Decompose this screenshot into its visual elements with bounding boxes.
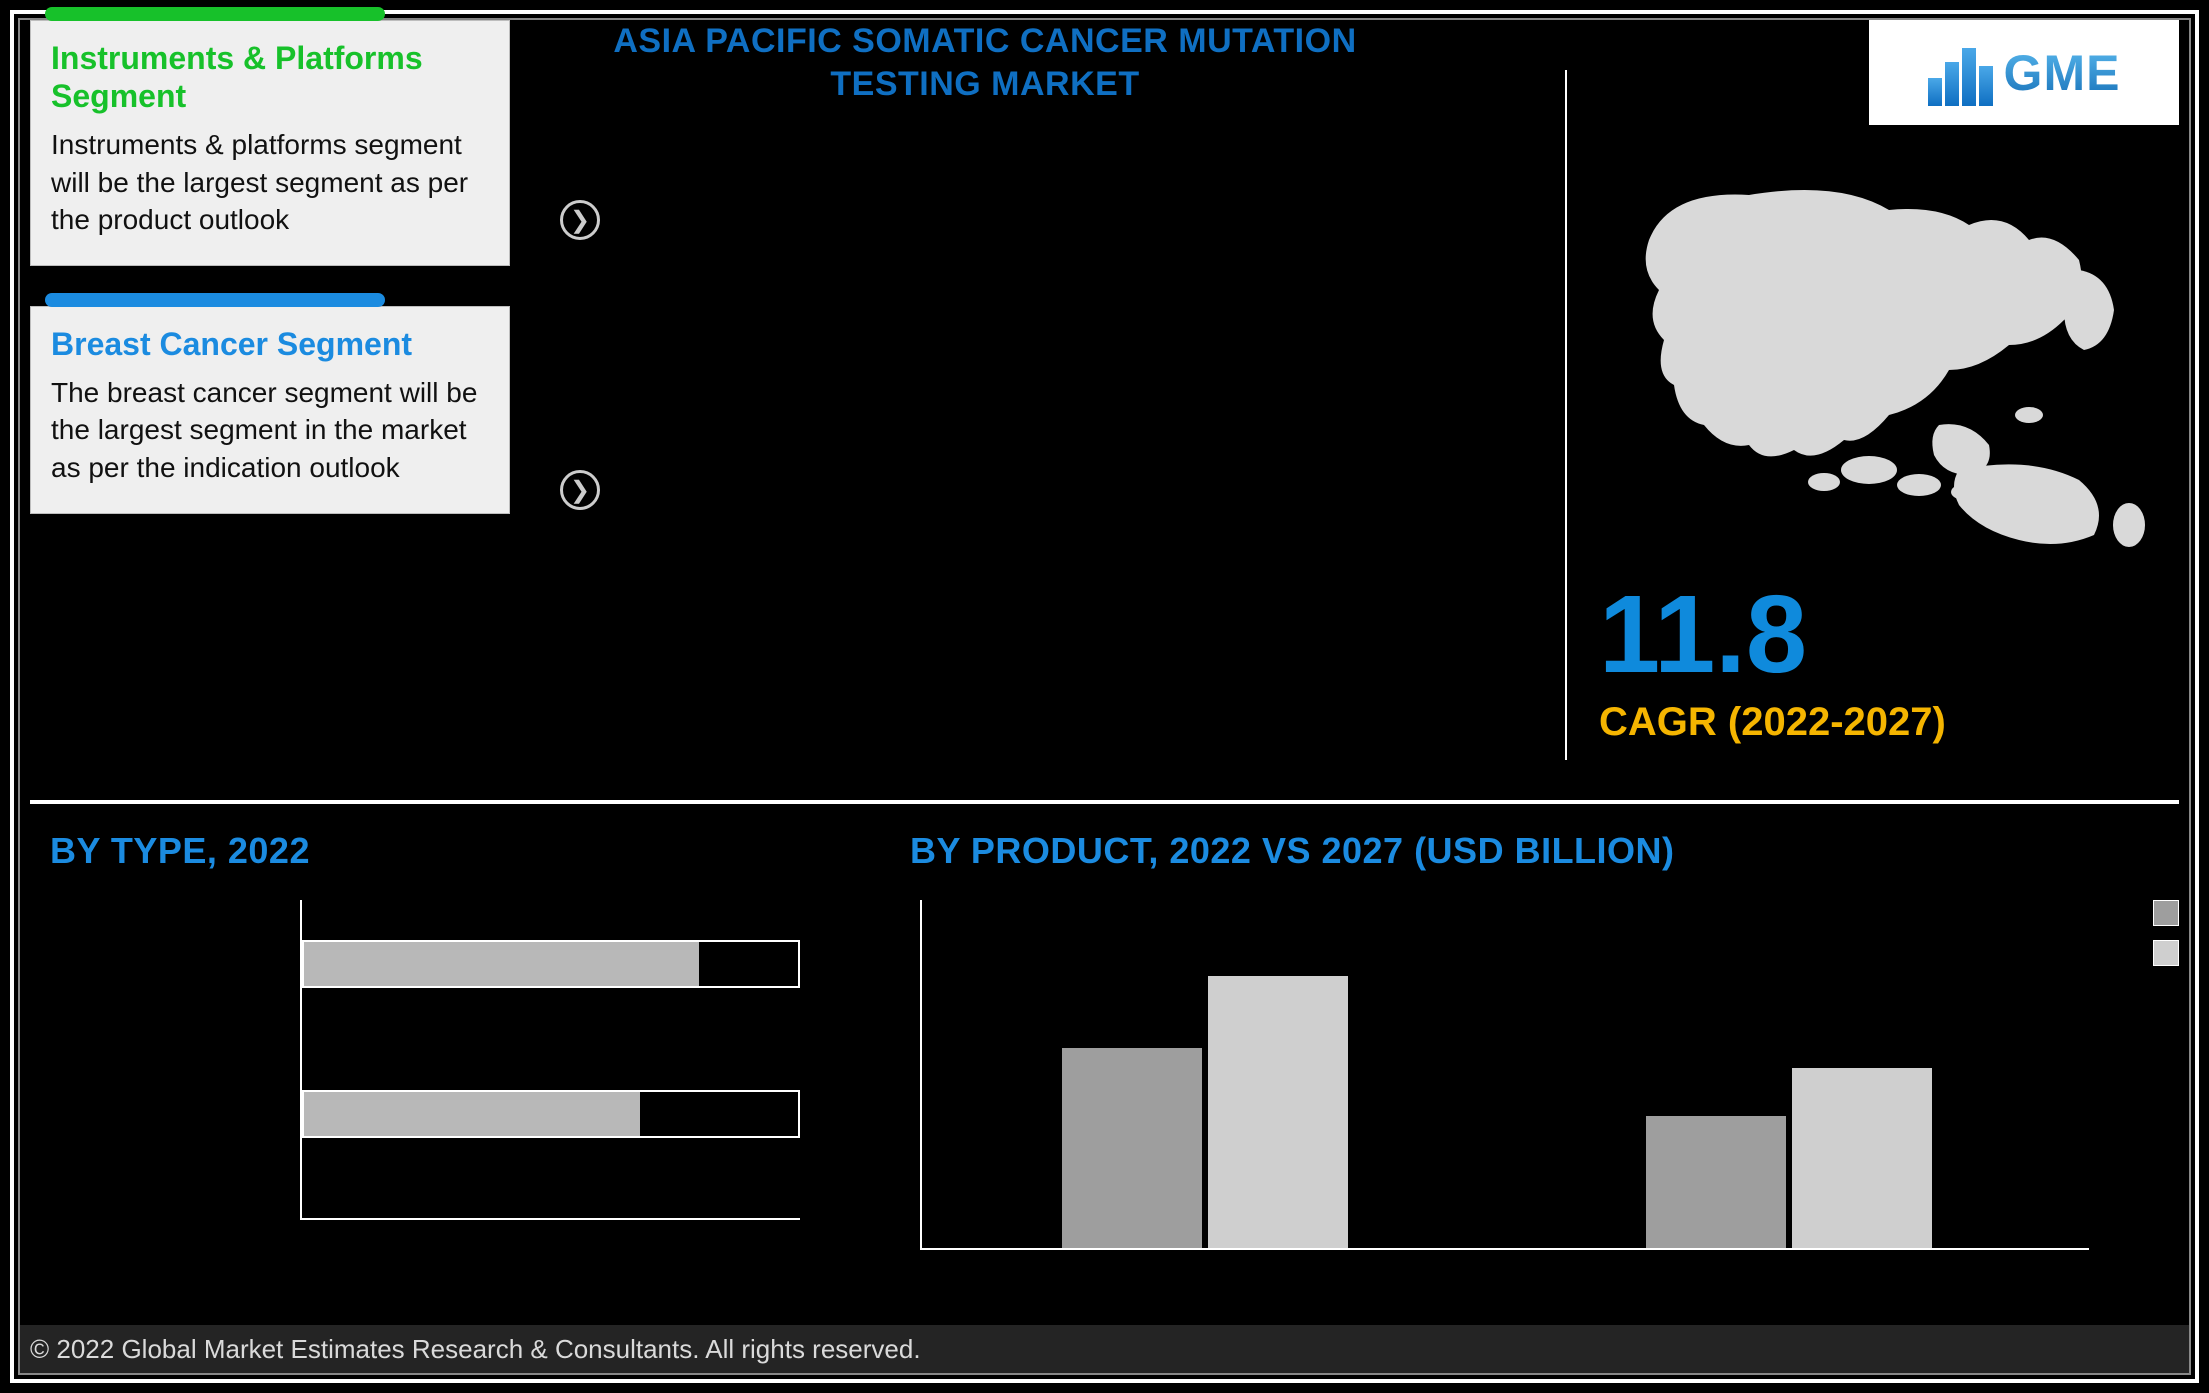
vbar-g2-2022 [1646, 1116, 1786, 1248]
chart-title: BY PRODUCT, 2022 VS 2027 (USD BILLION) [910, 830, 2179, 872]
chart-by-type: BY TYPE, 2022 [50, 830, 830, 1260]
vbar-g1-2027 [1208, 976, 1348, 1248]
cagr-label: CAGR (2022-2027) [1599, 700, 1946, 745]
legend-item [2153, 900, 2179, 926]
vertical-divider [1565, 70, 1567, 760]
top-region: Instruments & Platforms Segment Instrume… [30, 20, 2179, 790]
vbar-g2-2027 [1792, 1068, 1932, 1248]
card-title: Instruments & Platforms Segment [51, 39, 489, 116]
hbar-2 [302, 1090, 800, 1138]
card-body: Instruments & platforms segment will be … [51, 126, 489, 239]
hbar-1 [302, 940, 800, 988]
card-body: The breast cancer segment will be the la… [51, 374, 489, 487]
vbar-axes [920, 900, 2089, 1250]
gme-logo: GME [1869, 20, 2179, 125]
cagr-block: 11.8 CAGR (2022-2027) [1599, 580, 1946, 745]
bottom-region: BY TYPE, 2022 BY PRODUCT, 2022 VS 2027 (… [30, 820, 2179, 1313]
card-accent-bar [45, 7, 385, 21]
card-instruments: Instruments & Platforms Segment Instrume… [30, 20, 510, 266]
chevron-right-icon: ❯ [560, 200, 600, 240]
logo-text: GME [2004, 44, 2121, 102]
legend-swatch [2153, 940, 2179, 966]
legend-item [2153, 940, 2179, 966]
hbar-axes [300, 900, 800, 1220]
chevron-right-icon: ❯ [560, 470, 600, 510]
page-title: ASIA PACIFIC SOMATIC CANCER MUTATION TES… [550, 20, 1420, 105]
chart-by-product: BY PRODUCT, 2022 VS 2027 (USD BILLION) [910, 830, 2179, 1260]
vbar-g1-2022 [1062, 1048, 1202, 1248]
logo-bars-icon [1928, 40, 1994, 106]
hbar-fill [304, 942, 699, 986]
legend-swatch [2153, 900, 2179, 926]
cagr-value: 11.8 [1599, 580, 1946, 690]
cards-column: Instruments & Platforms Segment Instrume… [30, 20, 510, 554]
legend [2153, 900, 2179, 966]
center-column: ASIA PACIFIC SOMATIC CANCER MUTATION TES… [550, 20, 1420, 105]
copyright-footer: © 2022 Global Market Estimates Research … [20, 1325, 2189, 1373]
hbar-fill [304, 1092, 640, 1136]
horizontal-divider [30, 800, 2179, 804]
asia-pacific-map-icon [1609, 170, 2169, 550]
card-title: Breast Cancer Segment [51, 325, 489, 363]
card-breast-cancer: Breast Cancer Segment The breast cancer … [30, 306, 510, 514]
card-accent-bar [45, 293, 385, 307]
chart-title: BY TYPE, 2022 [50, 830, 830, 872]
